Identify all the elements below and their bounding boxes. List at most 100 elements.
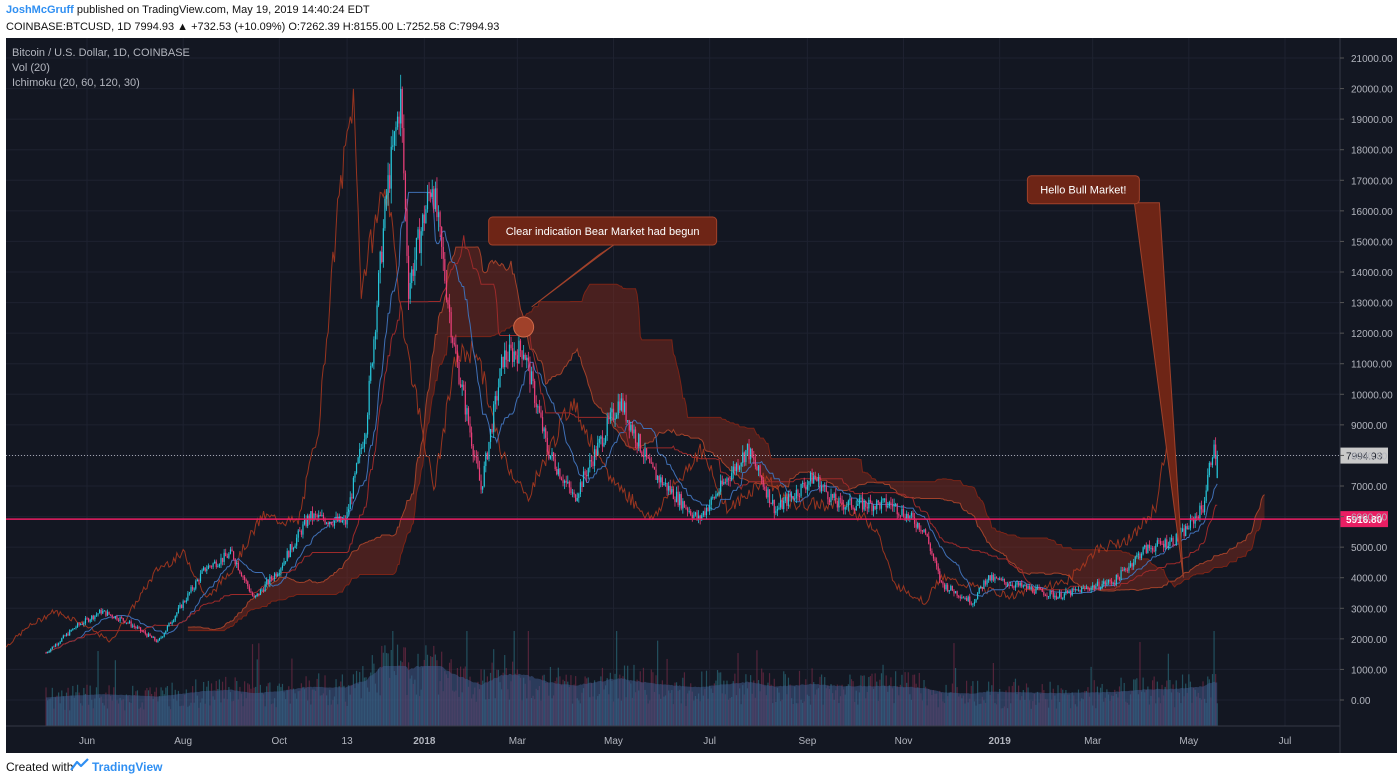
candle [816, 477, 818, 482]
candle-body [341, 520, 343, 523]
candle [871, 500, 873, 516]
candle [173, 618, 175, 623]
candle-body [567, 481, 569, 483]
support-label: 5916.80 [1346, 515, 1383, 526]
candle-body [497, 387, 500, 401]
candle [923, 529, 925, 533]
candle-body [1145, 545, 1147, 553]
candle [1065, 587, 1067, 596]
candle [1137, 551, 1140, 560]
candle [296, 534, 298, 549]
candle [680, 491, 682, 511]
candle [664, 478, 667, 487]
candle [81, 622, 83, 626]
y-tick-label: 17000.00 [1351, 176, 1393, 187]
candle [734, 463, 736, 475]
candle-body [776, 509, 779, 511]
candle-body [529, 361, 531, 385]
candle [1151, 545, 1154, 554]
y-tick-label: 13000.00 [1351, 299, 1393, 310]
candle-body [378, 272, 380, 306]
candle [442, 237, 444, 271]
candle-body [639, 434, 641, 452]
candle [902, 504, 905, 518]
candle [1111, 577, 1113, 587]
candle [471, 426, 473, 449]
candle [650, 456, 652, 464]
candle-body [564, 480, 566, 483]
candle-body [928, 536, 930, 544]
candle-body [207, 565, 209, 570]
candle [1188, 525, 1190, 530]
candle [425, 205, 427, 224]
candle-body [464, 390, 466, 415]
candle [1052, 589, 1054, 600]
candle [1036, 584, 1039, 590]
candle-body [835, 493, 837, 504]
candle [887, 501, 889, 509]
candle [538, 399, 541, 414]
candle-body [959, 596, 961, 599]
candle-body [239, 570, 241, 573]
candle-body [660, 477, 662, 483]
candle-body [608, 418, 610, 420]
candle [869, 494, 872, 504]
candle-body [893, 504, 895, 507]
candle [70, 629, 72, 632]
candle [267, 578, 269, 586]
candle [751, 448, 753, 459]
candle-body [1148, 544, 1151, 549]
candle-body [1120, 569, 1122, 580]
candle [633, 424, 635, 439]
candle-body [523, 354, 525, 359]
candle-body [521, 350, 523, 359]
candle-body [1216, 455, 1218, 478]
candle [1076, 589, 1078, 591]
tradingview-brand[interactable]: TradingView [92, 760, 163, 774]
candle [195, 579, 197, 591]
candle [1029, 584, 1031, 590]
candle-body [381, 251, 383, 263]
volume-series [45, 631, 1218, 726]
candle-body [731, 472, 733, 481]
candle [273, 572, 276, 582]
candle-body [215, 561, 217, 568]
candle [256, 593, 258, 597]
candle-body [409, 282, 411, 299]
author-link[interactable]: JoshMcGruff [6, 4, 74, 16]
candle [942, 581, 944, 588]
candle [895, 502, 897, 507]
candle [1085, 584, 1087, 590]
candle [781, 497, 783, 510]
candle-body [415, 238, 418, 260]
candle [649, 453, 651, 464]
legend-title: Bitcoin / U.S. Dollar, 1D, COINBASE [12, 47, 190, 59]
tradingview-logo-icon [70, 758, 89, 771]
candle [326, 521, 328, 525]
candle [809, 471, 812, 487]
candle [612, 403, 615, 423]
candle-body [455, 344, 457, 354]
candle [105, 610, 107, 618]
candle [564, 479, 566, 490]
candle-body [795, 489, 797, 499]
candle-body [554, 459, 556, 469]
candle [1136, 552, 1138, 559]
candle-body [493, 404, 495, 433]
candle [341, 516, 343, 524]
candle-body [970, 603, 972, 605]
candle-body [923, 529, 925, 532]
candle [1114, 579, 1116, 587]
candle-body [228, 553, 230, 558]
candle [466, 404, 468, 422]
candle [431, 179, 433, 200]
candle-body [1166, 539, 1168, 548]
price-chart[interactable]: 7994.93 5916.80 Clear indication Bear Mar… [6, 38, 1397, 753]
candle-body [540, 412, 542, 418]
candle [223, 549, 225, 566]
candle [1022, 584, 1024, 589]
candle [488, 441, 490, 462]
candle-body [143, 631, 145, 633]
candle-body [1167, 546, 1169, 548]
candle-body [625, 402, 627, 422]
